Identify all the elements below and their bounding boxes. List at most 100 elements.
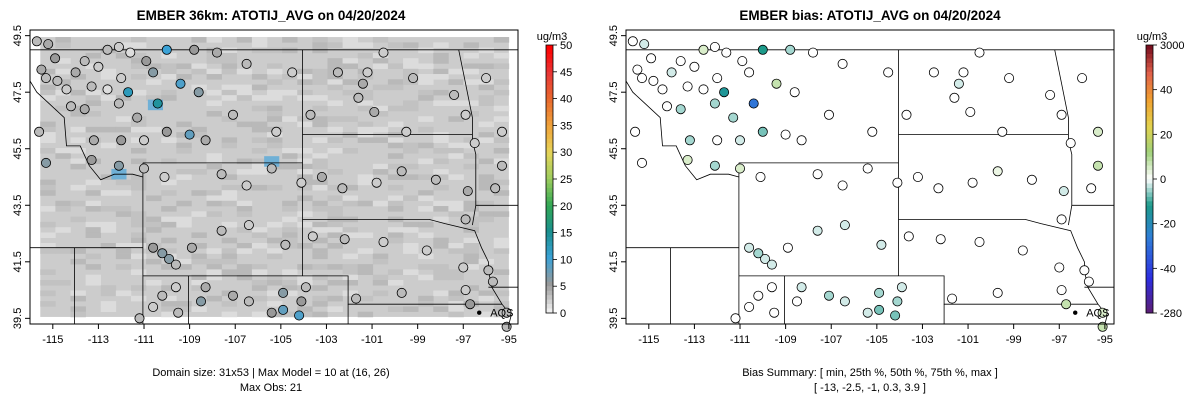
model-grid-cell — [236, 169, 253, 175]
model-grid-cell — [206, 274, 222, 281]
observation-point — [789, 87, 800, 98]
model-grid-cell — [312, 68, 328, 75]
observation-point — [874, 287, 885, 298]
model-grid-cell — [387, 137, 404, 143]
model-grid-cell — [100, 285, 117, 291]
model-grid-cell — [40, 206, 56, 212]
colorbar-segment — [1146, 304, 1153, 309]
model-grid-cell — [387, 269, 404, 275]
observation-point — [892, 177, 903, 188]
colorbar-segment — [1146, 286, 1153, 292]
x-tick-label: -99 — [1006, 334, 1022, 346]
model-grid-cell — [433, 269, 449, 275]
model-grid-cell — [267, 68, 283, 75]
observation-point — [1056, 109, 1067, 120]
colorbar-segment — [546, 232, 553, 238]
colorbar-segment — [1146, 174, 1153, 180]
model-grid-cell — [251, 147, 268, 154]
observation-point — [193, 87, 204, 98]
colorbar-segment — [1146, 89, 1153, 95]
model-grid-cell — [403, 100, 419, 107]
model-grid-cell — [40, 232, 56, 239]
colorbar-segment — [1146, 308, 1153, 314]
observation-point — [79, 104, 90, 115]
model-grid-cell — [418, 47, 434, 54]
model-grid-cell — [251, 126, 268, 133]
state-border — [1054, 49, 1073, 226]
model-grid-cell — [357, 264, 374, 270]
observation-point — [460, 214, 471, 225]
model-grid-cell — [161, 190, 177, 196]
model-grid-cell — [312, 37, 328, 43]
model-grid-cell — [327, 169, 343, 175]
colorbar-segment — [1146, 237, 1153, 242]
model-grid-cell — [342, 147, 359, 154]
model-grid-cell — [115, 243, 132, 249]
model-grid-cell — [463, 237, 479, 244]
model-grid-cell — [221, 301, 238, 307]
colorbar-segment — [1146, 250, 1153, 256]
colorbar-segment — [546, 299, 553, 305]
model-grid-cell — [221, 184, 238, 191]
model-grid-cell — [221, 52, 238, 59]
model-grid-cell — [251, 37, 268, 43]
model-grid-cell — [161, 95, 177, 101]
state-border — [142, 162, 303, 277]
colorbar-segment — [1146, 165, 1153, 171]
state-border — [302, 275, 502, 305]
model-grid-cell — [448, 295, 464, 302]
observation-point — [709, 160, 720, 171]
model-grid-cell — [206, 295, 222, 302]
observation-point — [278, 287, 289, 298]
colorbar-segment — [546, 129, 553, 135]
model-grid-cell — [55, 79, 71, 85]
colorbar-segment — [1146, 49, 1153, 55]
model-grid-cell — [478, 211, 495, 217]
model-grid-cell — [463, 221, 479, 228]
observation-point — [719, 87, 730, 98]
observation-point — [266, 307, 277, 318]
observation-point — [769, 307, 780, 318]
colorbar-segment — [546, 205, 553, 211]
observation-point — [170, 282, 181, 293]
model-grid-cell — [161, 285, 177, 291]
observation-point — [675, 104, 686, 115]
model-grid-cell — [115, 211, 132, 217]
model-grid-cell — [130, 184, 147, 191]
model-grid-cell — [251, 243, 268, 249]
colorbar-tick-label: 40 — [1160, 85, 1172, 97]
model-grid-cell — [130, 74, 147, 80]
observation-point — [839, 220, 850, 231]
colorbar-segment — [1146, 281, 1153, 287]
model-grid-cell — [312, 206, 328, 212]
observation-point — [896, 282, 907, 293]
observation-point — [161, 44, 172, 55]
observation-point — [88, 135, 99, 146]
model-grid-cell — [327, 279, 343, 286]
model-grid-cell — [115, 126, 132, 133]
y-tick-label: 45.5 — [12, 138, 24, 159]
right-observation-points — [627, 36, 1108, 332]
model-grid-cell — [130, 126, 147, 133]
model-grid-cell — [236, 89, 253, 96]
model-grid-cell — [130, 52, 147, 59]
model-grid-cell — [493, 37, 510, 43]
model-grid-cell — [418, 63, 434, 70]
model-grid-cell — [130, 179, 147, 186]
observation-point — [305, 109, 316, 120]
model-grid-cell — [403, 174, 419, 180]
model-grid-cell — [221, 195, 238, 202]
model-grid-cell — [191, 211, 207, 217]
model-grid-cell — [282, 89, 298, 96]
model-grid-cell — [387, 184, 404, 191]
model-grid-cell — [267, 89, 283, 96]
model-grid-cell — [463, 200, 479, 207]
model-grid-cell — [115, 264, 132, 270]
model-grid-cell — [312, 121, 328, 128]
right-x-axis: -115 -113 -111 -109 -107 -105 -103 -101 -99 -97 -9… — [638, 324, 1113, 346]
model-grid-cell — [387, 279, 404, 286]
observation-point — [241, 58, 252, 69]
model-grid-cell — [191, 306, 207, 312]
right-site-dot — [1073, 310, 1078, 315]
observation-point — [744, 242, 755, 253]
